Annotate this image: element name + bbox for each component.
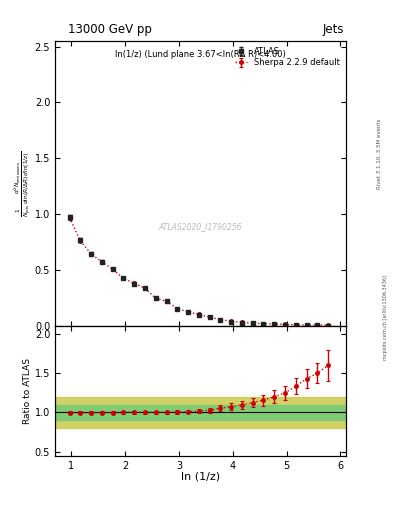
Text: 13000 GeV pp: 13000 GeV pp bbox=[68, 23, 152, 36]
Y-axis label: $\frac{1}{N_\mathrm{jets}}\frac{d^2N_\mathrm{emissions}}{d\ln(R/\Delta R)\,d\ln(: $\frac{1}{N_\mathrm{jets}}\frac{d^2N_\ma… bbox=[13, 151, 33, 217]
Legend: ATLAS, Sherpa 2.2.9 default: ATLAS, Sherpa 2.2.9 default bbox=[233, 45, 342, 69]
Text: Rivet 3.1.10, 3.5M events: Rivet 3.1.10, 3.5M events bbox=[377, 118, 382, 189]
Text: mcplots.cern.ch [arXiv:1306.3436]: mcplots.cern.ch [arXiv:1306.3436] bbox=[384, 275, 388, 360]
Text: Jets: Jets bbox=[322, 23, 344, 36]
Text: ATLAS2020_I1790256: ATLAS2020_I1790256 bbox=[159, 222, 242, 231]
X-axis label: ln (1/z): ln (1/z) bbox=[181, 472, 220, 482]
Bar bbox=[55, 397, 346, 428]
Bar bbox=[55, 404, 346, 420]
Text: ln(1/z) (Lund plane 3.67<ln(RΔ R)<4.00): ln(1/z) (Lund plane 3.67<ln(RΔ R)<4.00) bbox=[115, 50, 286, 58]
Y-axis label: Ratio to ATLAS: Ratio to ATLAS bbox=[23, 358, 32, 424]
